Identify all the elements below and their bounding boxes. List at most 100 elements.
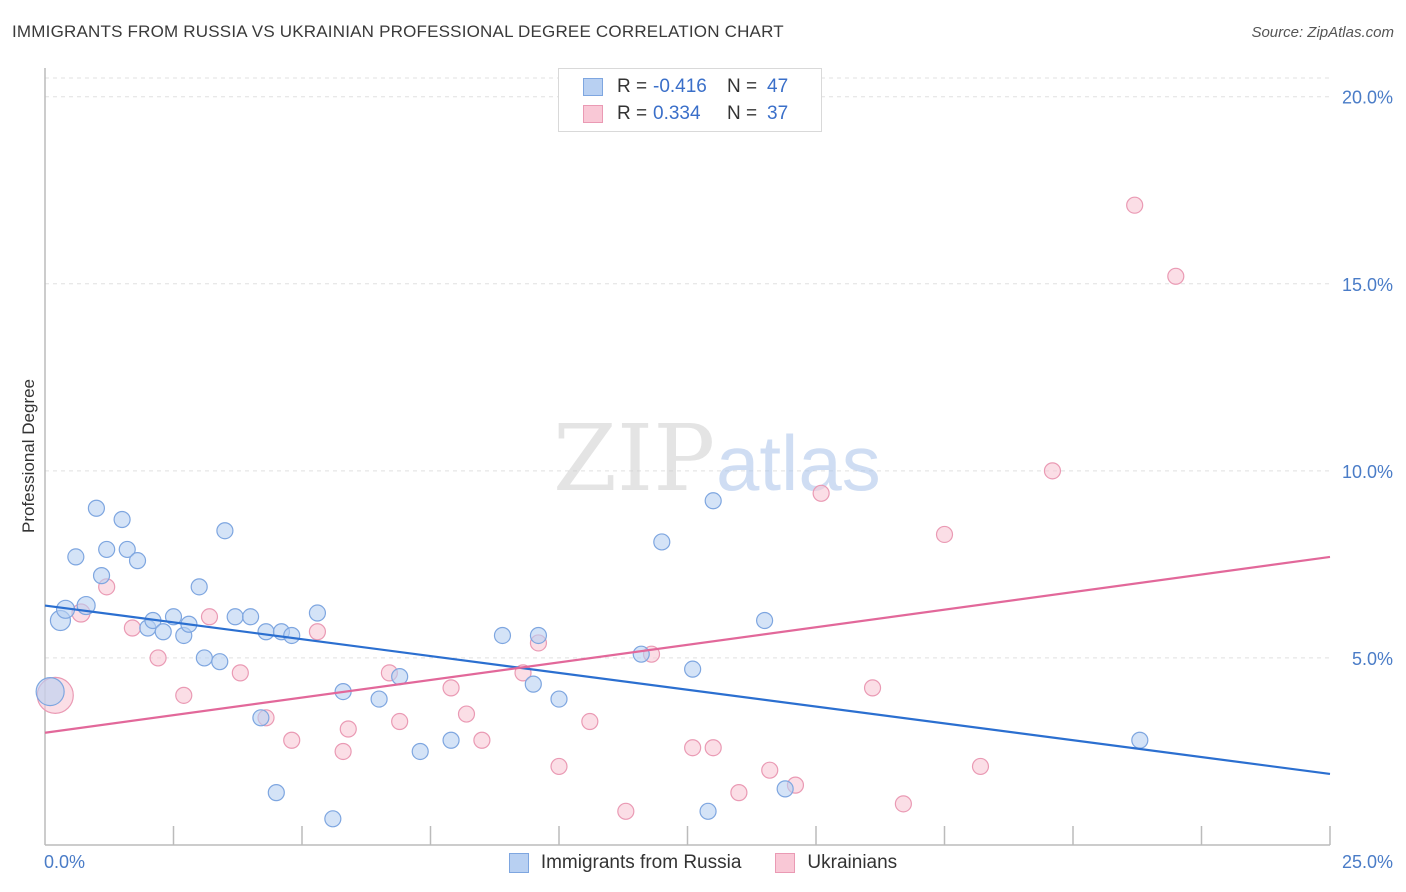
legend-item-russia[interactable]: Immigrants from Russia	[508, 852, 741, 874]
y-tick-label: 15.0%	[1342, 275, 1393, 295]
ukraine-point	[339, 720, 357, 738]
ukraine-point	[863, 679, 882, 697]
r-label: R =	[617, 76, 648, 97]
gridlines	[45, 77, 1330, 659]
legend-item-ukraine[interactable]: Ukrainians	[775, 852, 897, 874]
russia-point	[211, 653, 229, 671]
y-tick-label: 5.0%	[1352, 649, 1393, 669]
ukraine-point	[812, 484, 830, 502]
russia-point	[442, 731, 460, 749]
russia-point	[704, 492, 722, 510]
ukraine-point	[457, 705, 476, 723]
russia-point	[128, 552, 147, 570]
ukraine-point	[283, 731, 301, 749]
ukraine-point	[1126, 196, 1144, 214]
ukraine-point	[175, 686, 193, 704]
source-label: Source: ZipAtlas.com	[1251, 24, 1394, 41]
russia-point	[98, 540, 116, 559]
ukraine-point	[1043, 462, 1062, 480]
ukraine-point	[442, 679, 460, 697]
russia-point	[632, 645, 650, 663]
ukraine-point	[761, 761, 779, 779]
x-tick-label: 25.0%	[1342, 852, 1393, 872]
y-tick-label: 20.0%	[1342, 88, 1393, 108]
r-value: 0.334	[653, 103, 701, 124]
russia-point	[190, 578, 208, 596]
russia-point	[154, 623, 172, 641]
r-value: -0.416	[653, 76, 707, 97]
axes	[44, 68, 1331, 846]
russia-point	[370, 690, 388, 708]
watermark-zip: ZIP	[553, 405, 715, 512]
russia-point	[684, 660, 702, 678]
n-value: 37	[767, 103, 789, 124]
russia-point	[283, 626, 301, 645]
legend-label-ukraine: Ukrainians	[807, 852, 898, 873]
n-value: 47	[767, 76, 789, 97]
ukraine-point	[704, 739, 722, 757]
russia-points	[35, 492, 1149, 828]
russia-point	[87, 499, 106, 517]
russia-legend-swatch	[508, 853, 529, 873]
ukraine-point	[894, 795, 912, 813]
russia-point	[35, 676, 65, 707]
r-label: R =	[617, 103, 648, 124]
y-tick-label: 10.0%	[1342, 462, 1393, 482]
russia-point	[550, 690, 568, 708]
ukraine-point	[684, 739, 702, 757]
ukraine-point	[149, 649, 167, 667]
russia-point	[195, 649, 213, 667]
ukraine-point	[935, 525, 954, 544]
russia-point	[653, 533, 671, 551]
ukraine-point	[1167, 267, 1185, 285]
series-legend: Immigrants from Russia Ukrainians	[0, 852, 1406, 874]
watermark-atlas: atlas	[716, 419, 881, 507]
ukraine-point	[308, 623, 327, 641]
n-label: N =	[727, 76, 758, 97]
russia-point	[118, 540, 136, 559]
russia-point	[324, 810, 342, 828]
russia-point	[308, 604, 327, 622]
ukraine-point	[550, 757, 568, 776]
ukraine-swatch	[583, 105, 603, 123]
legend-row-russia: R = -0.416 N = 47	[583, 75, 788, 99]
x-tick-label: 0.0%	[44, 852, 85, 872]
n-label: N =	[727, 103, 758, 124]
russia-point	[226, 608, 244, 626]
ukraine-point	[200, 608, 219, 626]
chart-title: IMMIGRANTS FROM RUSSIA VS UKRAINIAN PROF…	[12, 22, 784, 41]
russia-point	[257, 623, 275, 641]
russia-point	[216, 522, 234, 540]
russia-point	[267, 784, 285, 802]
x-tick-labels: 0.0% 25.0%	[44, 852, 1393, 872]
russia-swatch	[583, 78, 603, 96]
trend-lines	[44, 555, 1331, 776]
ukraine-point	[971, 757, 990, 776]
russia-trend-line	[44, 604, 1331, 776]
russia-point	[113, 510, 131, 529]
russia-point	[242, 608, 260, 626]
russia-point	[92, 567, 111, 585]
ukraine-trend-line	[44, 555, 1331, 734]
ukraine-point	[473, 731, 491, 749]
russia-point	[755, 611, 774, 630]
russia-point	[524, 675, 542, 693]
correlation-legend: R = -0.416 N = 47 R = 0.334 N = 37	[558, 68, 822, 132]
legend-row-ukraine: R = 0.334 N = 37	[583, 102, 788, 126]
russia-point	[1131, 731, 1149, 749]
ukraine-point	[231, 664, 249, 682]
russia-point	[391, 668, 409, 686]
russia-point	[529, 626, 548, 645]
y-axis-label: Professional Degree	[19, 379, 38, 533]
russia-point	[67, 548, 85, 566]
ukraine-point	[334, 742, 352, 761]
ukraine-point	[391, 712, 409, 731]
ukraine-point	[617, 802, 635, 820]
ukraine-point	[581, 712, 599, 731]
russia-point	[493, 626, 512, 645]
ukraine-legend-swatch	[775, 853, 796, 873]
y-tick-labels: 5.0% 10.0% 15.0% 20.0%	[1342, 88, 1393, 669]
russia-point	[252, 709, 270, 727]
russia-point	[776, 780, 794, 798]
